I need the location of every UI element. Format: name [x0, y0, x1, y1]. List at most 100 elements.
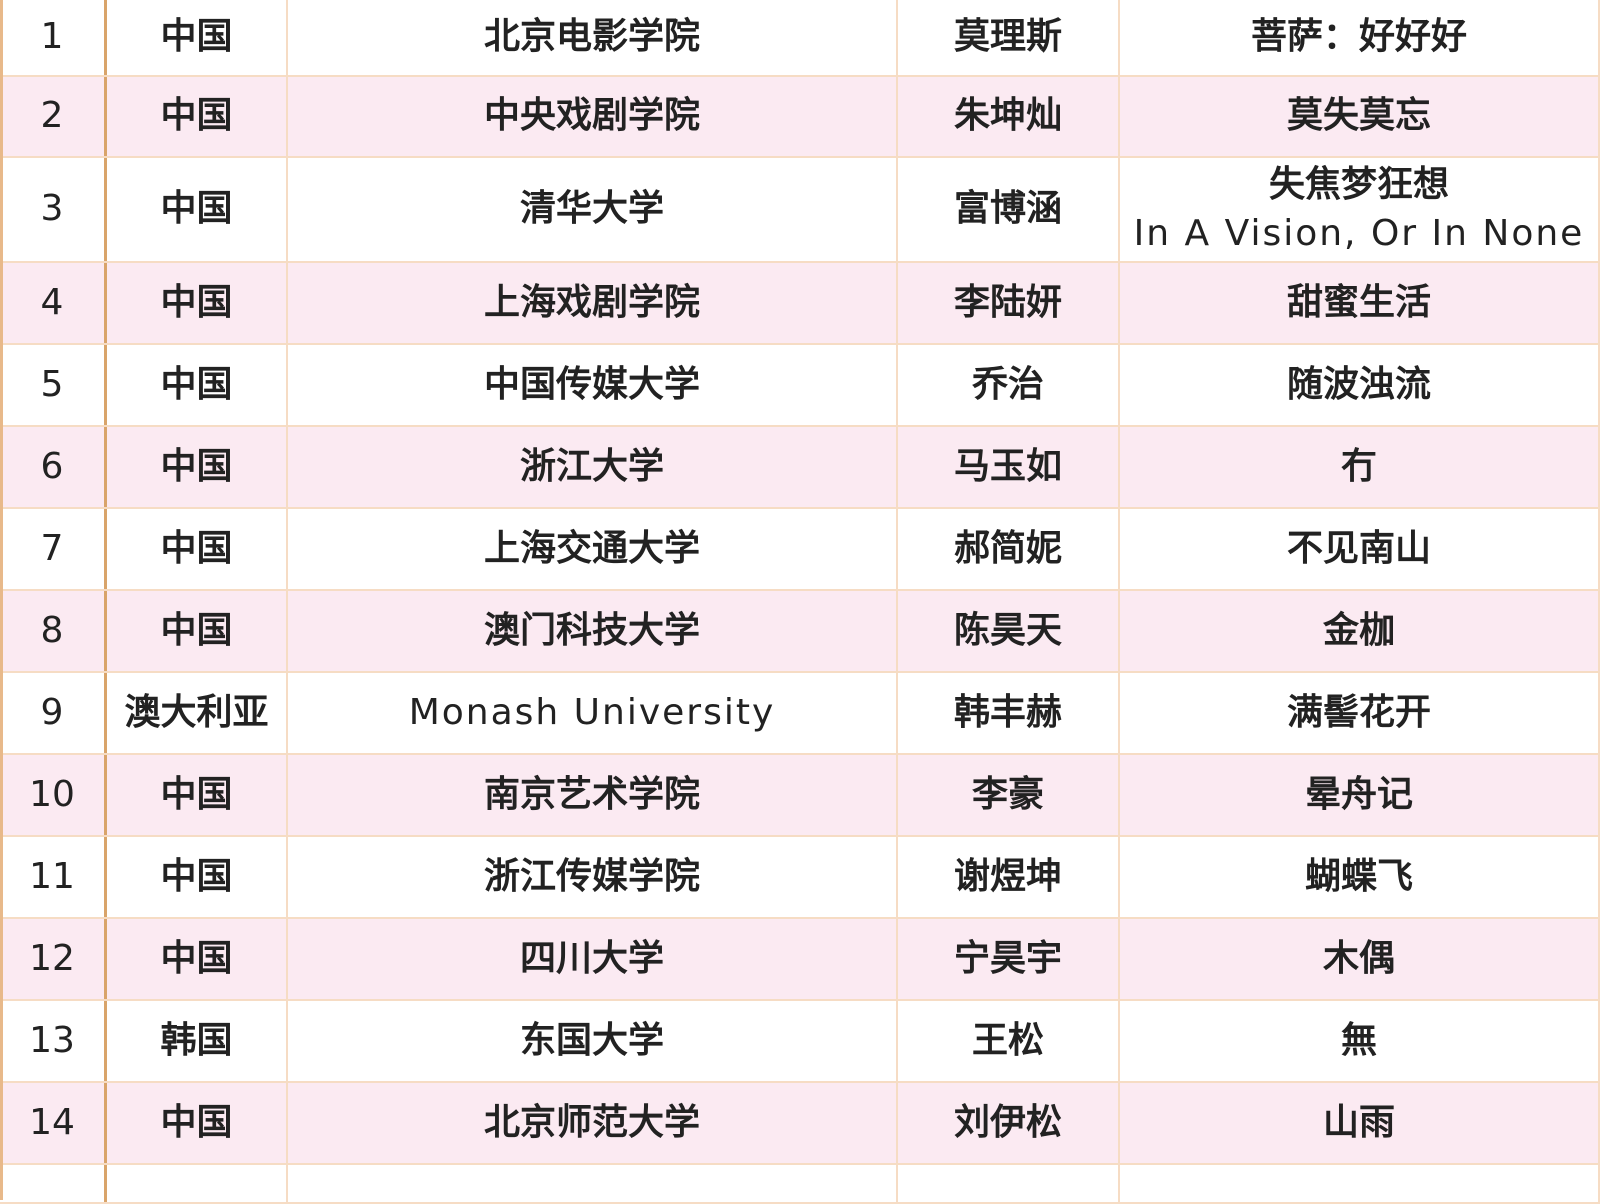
table-cell: 中国	[107, 427, 288, 507]
table-cell: 13	[0, 1001, 107, 1081]
cell-text: 中国	[160, 609, 233, 651]
table-cell: 北京电影学院	[288, 0, 898, 75]
cell-text: 中国	[160, 937, 233, 979]
table-cell: 中国	[107, 158, 288, 261]
cell-text: 上海交通大学	[483, 527, 700, 569]
cell-text: 浙江传媒学院	[483, 855, 700, 897]
table-cell: 9	[0, 673, 107, 753]
table-row: 4 中国 上海戏剧学院 李陆妍 甜蜜生活	[0, 263, 1600, 345]
cell-text: 中国	[160, 281, 233, 323]
table-cell: 马玉如	[898, 427, 1120, 507]
table-cell: 14	[0, 1083, 107, 1163]
cell-text: 王松	[971, 1019, 1044, 1061]
cell-text: 李豪	[971, 773, 1044, 815]
table-cell: 陈昊天	[898, 591, 1120, 671]
cell-text: 菩萨：好好好	[1250, 16, 1467, 58]
cell-text: 失焦梦狂想	[1268, 163, 1449, 205]
cell-text: 澳大利亚	[124, 691, 269, 733]
table-cell: 金枷	[1120, 591, 1600, 671]
table-row: 2 中国 中央戏剧学院 朱坤灿 莫失莫忘	[0, 77, 1600, 158]
cell-text: 8	[40, 609, 64, 651]
table-row: 5 中国 中国传媒大学 乔治 随波浊流	[0, 345, 1600, 427]
table-cell: 清华大学	[288, 158, 898, 261]
table-cell: 浙江传媒学院	[288, 837, 898, 917]
cell-text: 四川大学	[519, 937, 664, 979]
table-cell: 东国大学	[288, 1001, 898, 1081]
table-row: 1 中国 北京电影学院 莫理斯 菩萨：好好好	[0, 0, 1600, 77]
cell-text: 中国传媒大学	[483, 363, 700, 405]
table-cell: 刘伊松	[898, 1083, 1120, 1163]
cell-text: 李陆妍	[953, 281, 1062, 323]
table-cell: 北京师范大学	[288, 1083, 898, 1163]
cell-text: 9	[40, 691, 64, 733]
table-row: 10 中国 南京艺术学院 李豪 晕舟记	[0, 755, 1600, 837]
table-row: 3 中国 清华大学 富博涵 失焦梦狂想 In A Vision, Or In None	[0, 158, 1600, 263]
cell-text: 莫失莫忘	[1286, 95, 1431, 137]
table-cell: 王松	[898, 1001, 1120, 1081]
table-cell: 中国	[107, 77, 288, 156]
table-cell: 满髻花开	[1120, 673, 1600, 753]
table-cell: 谢煜坤	[898, 837, 1120, 917]
cell-text: 陈昊天	[953, 609, 1062, 651]
table-cell: 菩萨：好好好	[1120, 0, 1600, 75]
table-cell: 莫理斯	[898, 0, 1120, 75]
cell-text: 朱坤灿	[953, 95, 1062, 137]
table-cell: 失焦梦狂想 In A Vision, Or In None	[1120, 158, 1600, 261]
cell-text: 14	[29, 1101, 75, 1143]
table-cell: 澳大利亚	[107, 673, 288, 753]
cell-text: 甜蜜生活	[1286, 281, 1431, 323]
table-cell: 朱坤灿	[898, 77, 1120, 156]
table-cell: 不见南山	[1120, 509, 1600, 589]
table-cell: 浙江大学	[288, 427, 898, 507]
table-cell: 中国传媒大学	[288, 345, 898, 425]
cell-text: 北京电影学院	[483, 16, 700, 58]
table-cell: 蝴蝶飞	[1120, 837, 1600, 917]
table-cell: 李陆妍	[898, 263, 1120, 343]
table-cell: 3	[0, 158, 107, 261]
cell-text: 蝴蝶飞	[1304, 855, 1413, 897]
cell-text: 乔治	[971, 363, 1044, 405]
cell-text: 2	[40, 95, 64, 137]
table-row: 11 中国 浙江传媒学院 谢煜坤 蝴蝶飞	[0, 837, 1600, 919]
table-row: 7 中国 上海交通大学 郝简妮 不见南山	[0, 509, 1600, 591]
cell-text: 中国	[160, 16, 233, 58]
table-cell: 無	[1120, 1001, 1600, 1081]
table-cell: 中国	[107, 919, 288, 999]
table-cell: 6	[0, 427, 107, 507]
cell-text: 1	[40, 16, 64, 58]
table-cell: 木偶	[1120, 919, 1600, 999]
cell-text: 6	[40, 445, 64, 487]
cell-text: 北京师范大学	[483, 1101, 700, 1143]
table-row: 13 韩国 东国大学 王松 無	[0, 1001, 1600, 1083]
cell-text: 12	[29, 937, 75, 979]
cell-text: 清华大学	[519, 188, 664, 230]
table-cell	[107, 1165, 288, 1202]
table-row: 12 中国 四川大学 宁昊宇 木偶	[0, 919, 1600, 1001]
table-left-border	[0, 0, 3, 1200]
table-cell: Monash University	[288, 673, 898, 753]
table-cell: 10	[0, 755, 107, 835]
cell-text: 中国	[160, 188, 233, 230]
cell-text: 谢煜坤	[953, 855, 1062, 897]
table-cell: 中国	[107, 591, 288, 671]
cell-text: 中国	[160, 363, 233, 405]
cell-text: 中国	[160, 527, 233, 569]
cell-text: 满髻花开	[1286, 691, 1431, 733]
table-cell: 12	[0, 919, 107, 999]
cell-text: 冇	[1340, 445, 1377, 487]
table-cell: 中国	[107, 1083, 288, 1163]
table-cell: 8	[0, 591, 107, 671]
table-row: 8 中国 澳门科技大学 陈昊天 金枷	[0, 591, 1600, 673]
table-row: 6 中国 浙江大学 马玉如 冇	[0, 427, 1600, 509]
table-cell: 上海戏剧学院	[288, 263, 898, 343]
table-cell: 4	[0, 263, 107, 343]
cell-text: Monash University	[408, 691, 776, 733]
cell-text: 7	[40, 527, 64, 569]
cell-text: 木偶	[1322, 937, 1395, 979]
cell-text: 11	[29, 855, 75, 897]
table-cell: 乔治	[898, 345, 1120, 425]
cell-text: 3	[40, 188, 64, 230]
table-cell: 郝简妮	[898, 509, 1120, 589]
cell-text: 13	[29, 1019, 75, 1061]
